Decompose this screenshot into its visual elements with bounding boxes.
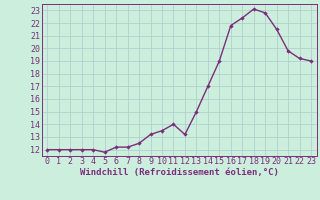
X-axis label: Windchill (Refroidissement éolien,°C): Windchill (Refroidissement éolien,°C) — [80, 168, 279, 177]
